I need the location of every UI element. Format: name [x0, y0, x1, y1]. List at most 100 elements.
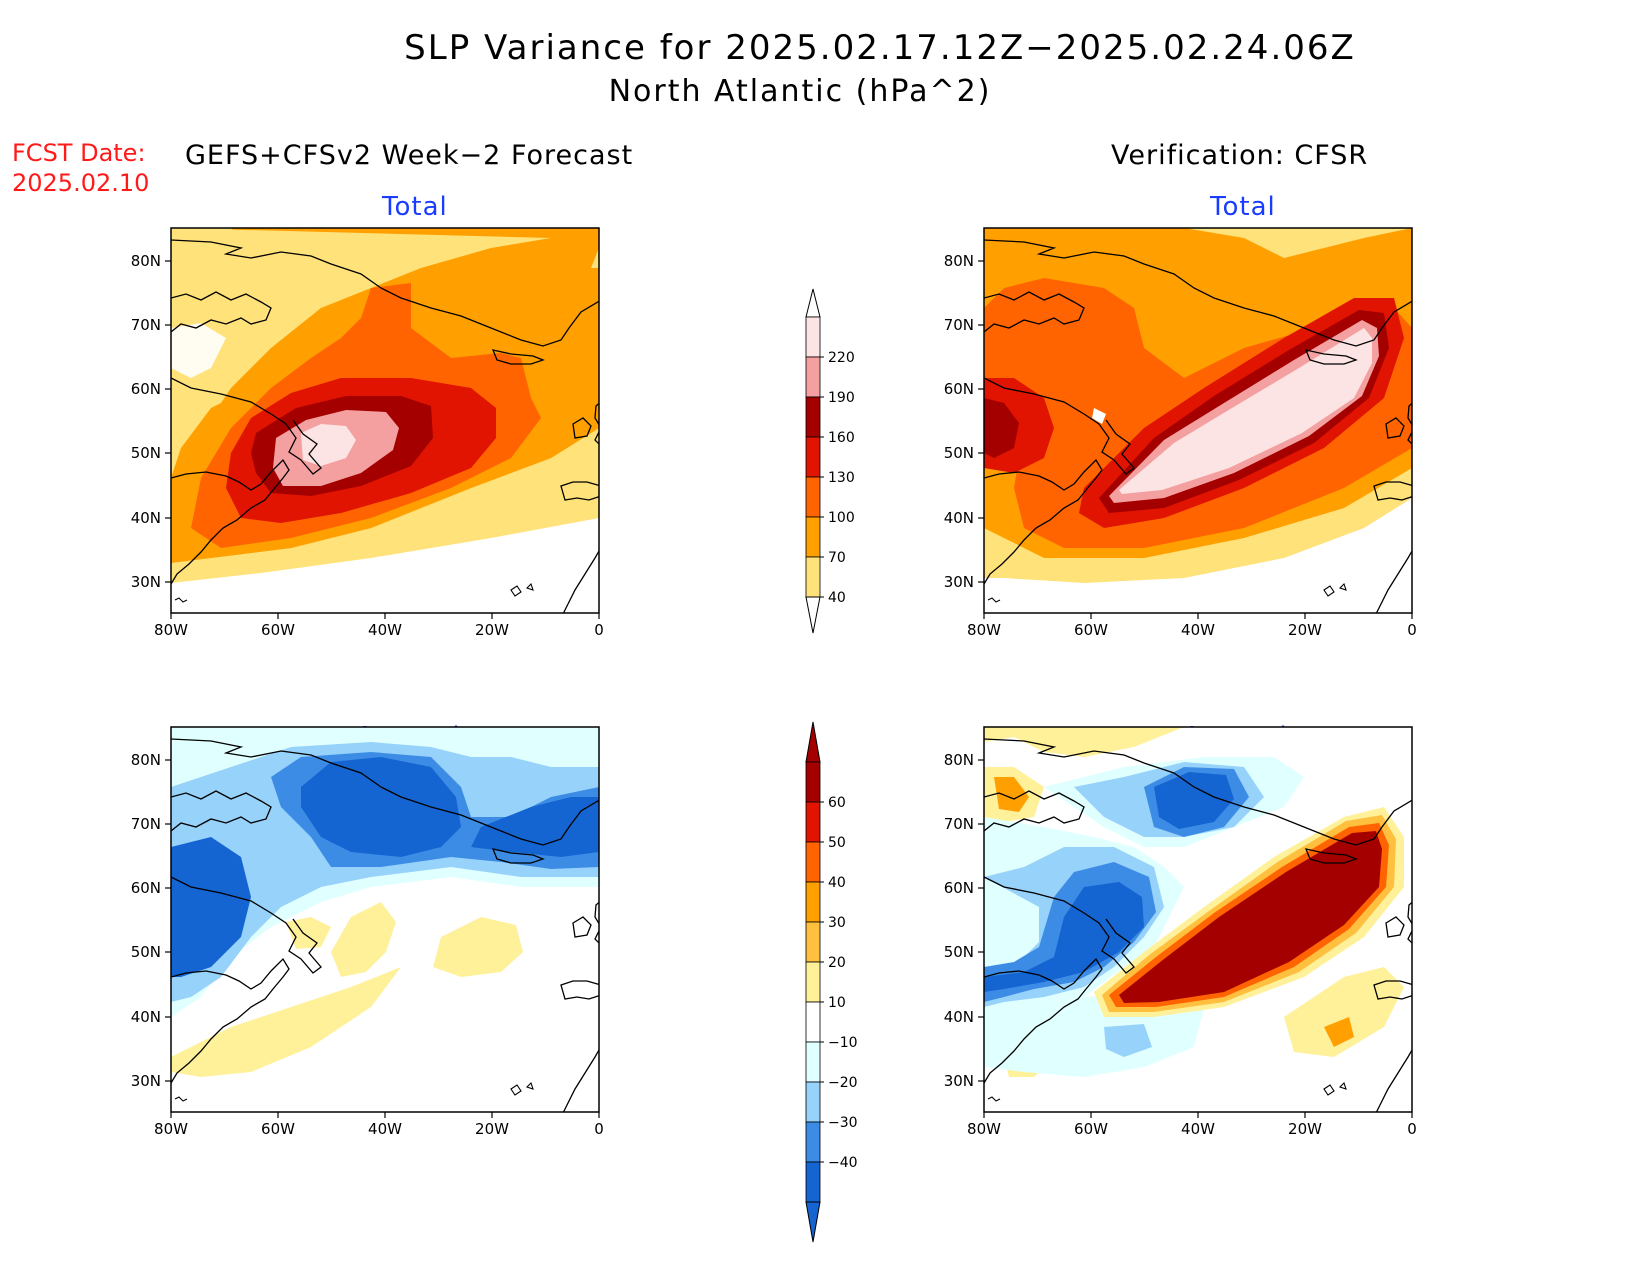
- colorbar-label: 60: [828, 795, 846, 811]
- lon-tick-label: 60W: [1074, 621, 1108, 639]
- lat-tick-label: 40N: [131, 509, 161, 527]
- lat-tick-label: 40N: [131, 1008, 161, 1026]
- lon-tick-label: 0: [594, 1120, 604, 1138]
- colorbar-label: 10: [828, 995, 846, 1011]
- forecast-total-title: Total: [382, 192, 448, 222]
- axis-ticks: 80N 70N 60N 50N 40N 30N 80W 60W 40W 20W 0 80N 70N 60N…: [131, 252, 1417, 1138]
- lon-tick-label: 80W: [154, 1120, 188, 1138]
- colorbar-top-arrow: [805, 721, 821, 763]
- page-title: SLP Variance for 2025.02.17.12Z−2025.02.…: [404, 28, 1356, 68]
- colorbar-segment: [805, 841, 821, 883]
- colorbar-label: 190: [828, 390, 855, 406]
- lat-tick-label: 60N: [944, 879, 974, 897]
- lat-tick-label: 80N: [944, 751, 974, 769]
- lat-tick-label: 30N: [944, 1072, 974, 1090]
- lon-tick-label: 40W: [368, 1120, 402, 1138]
- colorbar-segment: [805, 1121, 821, 1163]
- forecast-total-map: [170, 227, 600, 614]
- lat-tick-label: 50N: [131, 943, 161, 961]
- verification-column-title: Verification: CFSR: [1111, 140, 1369, 171]
- colorbar-label: 40: [828, 590, 846, 606]
- colorbar-segment: [805, 961, 821, 1003]
- colorbar-segment: [805, 1041, 821, 1083]
- page-subtitle: North Atlantic (hPa^2): [608, 74, 992, 109]
- lat-tick-label: 40N: [944, 509, 974, 527]
- lon-tick-label: 20W: [475, 1120, 509, 1138]
- lon-tick-label: 80W: [967, 1120, 1001, 1138]
- lat-tick-label: 60N: [131, 380, 161, 398]
- colorbar-label: 50: [828, 835, 846, 851]
- colorbar-segment: [805, 1081, 821, 1123]
- lon-tick-label: 20W: [475, 621, 509, 639]
- lon-tick-label: 80W: [967, 621, 1001, 639]
- colorbar-segment: [805, 476, 821, 518]
- lat-tick-label: 60N: [131, 879, 161, 897]
- colorbar-label: −40: [828, 1155, 858, 1171]
- lon-tick-label: 0: [1407, 621, 1417, 639]
- colorbar-segment: [805, 1161, 821, 1203]
- colorbar-segment: [805, 556, 821, 598]
- fcst-date-label: FCST Date:: [12, 139, 146, 167]
- lat-tick-label: 80N: [131, 751, 161, 769]
- colorbar-segment: [805, 316, 821, 358]
- lat-tick-label: 70N: [131, 316, 161, 334]
- lon-tick-label: 40W: [1181, 1120, 1215, 1138]
- lat-tick-label: 30N: [944, 573, 974, 591]
- lat-tick-label: 40N: [944, 1008, 974, 1026]
- lat-tick-label: 50N: [944, 943, 974, 961]
- lon-tick-label: 60W: [261, 621, 295, 639]
- colorbar-label: 220: [828, 350, 855, 366]
- lat-tick-label: 70N: [944, 815, 974, 833]
- colorbar-top-arrow: [805, 288, 821, 318]
- fcst-date-block: FCST Date: 2025.02.10: [12, 138, 149, 198]
- colorbar-label: 100: [828, 510, 855, 526]
- colorbar-label: 40: [828, 875, 846, 891]
- lon-tick-label: 40W: [368, 621, 402, 639]
- colorbar-segment: [805, 396, 821, 438]
- lat-tick-label: 30N: [131, 1072, 161, 1090]
- colorbar-label: 70: [828, 550, 846, 566]
- colorbar-label: −20: [828, 1075, 858, 1091]
- colorbar-segment: [805, 516, 821, 558]
- verification-total-title: Total: [1210, 192, 1276, 222]
- lat-tick-label: 70N: [944, 316, 974, 334]
- fcst-date-value: 2025.02.10: [12, 169, 150, 197]
- colorbar-segment: [805, 881, 821, 923]
- lon-tick-label: 0: [1407, 1120, 1417, 1138]
- colorbar-segment: [805, 921, 821, 963]
- verification-total-map: [983, 227, 1413, 614]
- colorbar-label: 130: [828, 470, 855, 486]
- verification-anomaly-map: [983, 726, 1413, 1113]
- colorbar-label: −30: [828, 1115, 858, 1131]
- colorbar-segment: [805, 801, 821, 843]
- lat-tick-label: 80N: [944, 252, 974, 270]
- lat-tick-label: 80N: [131, 252, 161, 270]
- lon-tick-label: 80W: [154, 621, 188, 639]
- lon-tick-label: 20W: [1288, 621, 1322, 639]
- colorbar-bottom-arrow: [805, 1201, 821, 1243]
- colorbar-label: 20: [828, 955, 846, 971]
- lat-tick-label: 50N: [944, 444, 974, 462]
- colorbar-bottom-arrow: [805, 596, 821, 634]
- lon-tick-label: 40W: [1181, 621, 1215, 639]
- colorbar-label: −10: [828, 1035, 858, 1051]
- colorbar-segment: [805, 356, 821, 398]
- colorbar-total: 220 190 160 130 100 70 40: [805, 288, 855, 634]
- colorbar-segment: [805, 436, 821, 478]
- lat-tick-label: 60N: [944, 380, 974, 398]
- forecast-anomaly-map: [170, 726, 600, 1113]
- colorbar-segment: [805, 761, 821, 803]
- forecast-column-title: GEFS+CFSv2 Week−2 Forecast: [185, 140, 634, 171]
- colorbar-label: 30: [828, 915, 846, 931]
- lat-tick-label: 50N: [131, 444, 161, 462]
- colorbar-anomaly: 60 50 40 30 20 10 −10 −20 −30 −40: [805, 721, 858, 1243]
- lon-tick-label: 20W: [1288, 1120, 1322, 1138]
- lat-tick-label: 70N: [131, 815, 161, 833]
- lon-tick-label: 60W: [1074, 1120, 1108, 1138]
- lon-tick-label: 0: [594, 621, 604, 639]
- lat-tick-label: 30N: [131, 573, 161, 591]
- colorbar-segment: [805, 1001, 821, 1043]
- colorbar-label: 160: [828, 430, 855, 446]
- lon-tick-label: 60W: [261, 1120, 295, 1138]
